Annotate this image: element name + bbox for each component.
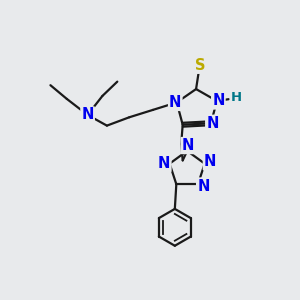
Text: H: H <box>231 92 242 104</box>
Text: N: N <box>212 94 224 109</box>
Text: N: N <box>206 116 219 131</box>
Text: S: S <box>195 58 206 73</box>
Text: N: N <box>169 95 182 110</box>
Text: N: N <box>158 156 170 171</box>
Text: N: N <box>81 107 94 122</box>
Text: N: N <box>182 138 194 153</box>
Text: N: N <box>197 178 209 194</box>
Text: N: N <box>204 154 216 169</box>
